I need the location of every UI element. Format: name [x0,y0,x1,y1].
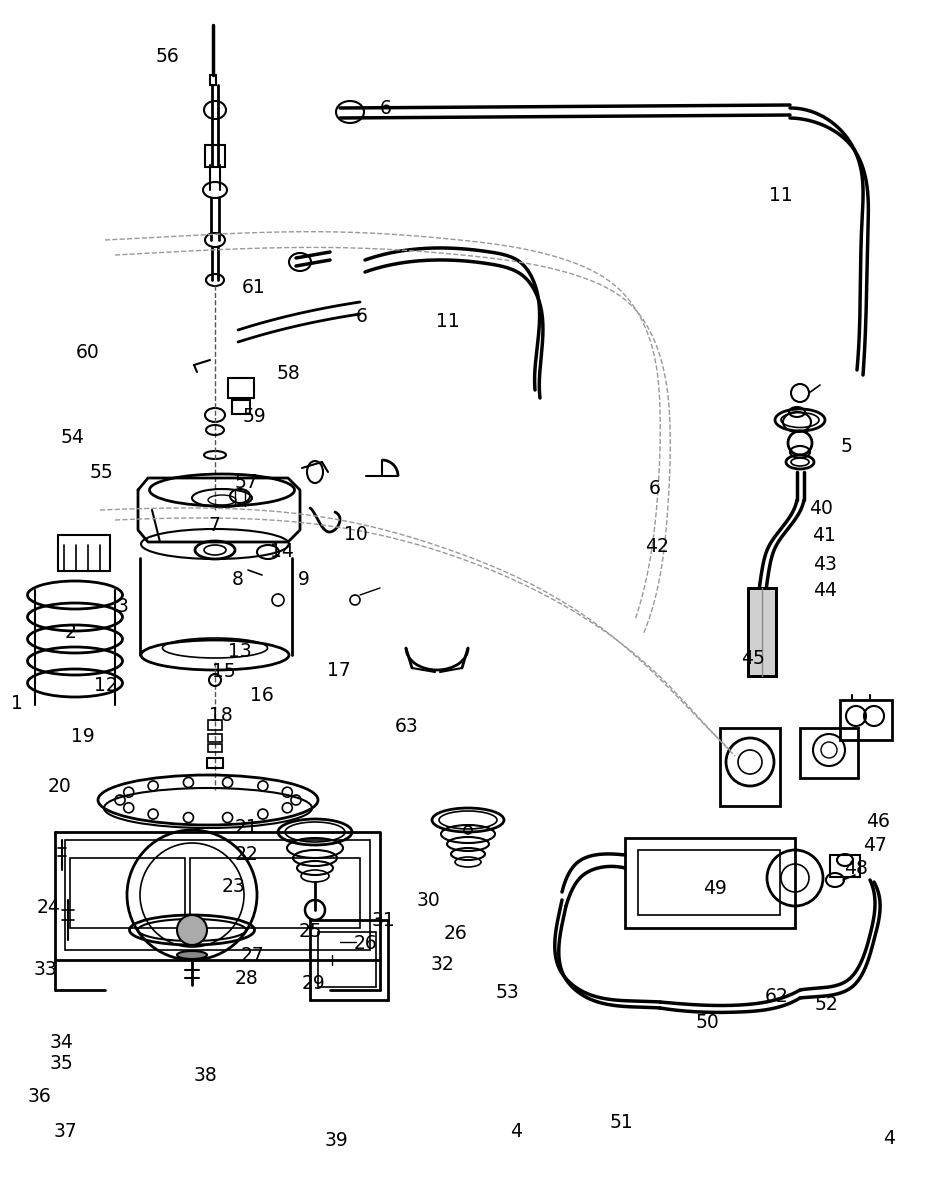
Text: 49: 49 [703,879,727,898]
Text: 45: 45 [741,649,765,668]
Text: 32: 32 [430,955,455,974]
Bar [310,920,388,1000]
Text: 19: 19 [71,727,95,746]
Bar [720,728,780,806]
Text: 37: 37 [54,1122,78,1141]
Bar [70,858,185,928]
Text: 11: 11 [436,312,460,331]
Text: 58: 58 [276,364,300,383]
Text: 46: 46 [866,812,890,831]
Bar [830,855,860,877]
Bar [207,758,223,768]
Circle shape [177,915,207,944]
Text: 25: 25 [298,922,323,941]
Text: 18: 18 [209,706,233,725]
Bar [58,535,110,571]
Text: 17: 17 [327,661,351,680]
Text: 1: 1 [11,694,23,713]
Bar [208,734,222,742]
Text: 6: 6 [380,99,391,118]
Text: 24: 24 [37,898,61,917]
Bar [190,858,360,928]
Text: 27: 27 [240,946,264,965]
Bar [228,378,254,398]
Text: 13: 13 [228,642,252,661]
Text: 43: 43 [813,556,837,574]
Text: 42: 42 [645,537,669,556]
Text: 57: 57 [234,473,259,492]
Text: 39: 39 [325,1131,349,1150]
Bar [205,145,225,167]
Text: 16: 16 [249,686,274,704]
Text: 4: 4 [884,1129,895,1148]
Bar [748,587,776,676]
Text: 8: 8 [232,570,244,589]
Text: 35: 35 [49,1054,73,1073]
Text: 23: 23 [221,877,246,896]
Text: 11: 11 [769,186,793,204]
Bar [65,840,370,950]
Text: 55: 55 [89,463,114,482]
Text: 2: 2 [65,623,76,642]
Text: 34: 34 [49,1033,73,1052]
Bar [638,850,780,915]
Text: 41: 41 [812,526,837,545]
Text: 10: 10 [343,525,368,544]
Bar [208,743,222,752]
Text: 4: 4 [510,1122,521,1141]
Text: 5: 5 [841,437,853,456]
Bar [748,587,776,676]
Text: 59: 59 [242,407,266,426]
Text: 31: 31 [371,911,395,930]
Text: 54: 54 [60,428,85,447]
Text: 47: 47 [863,836,887,855]
Text: 7: 7 [209,517,220,535]
Bar [625,838,795,928]
Text: 56: 56 [155,47,180,66]
Text: 6: 6 [649,479,661,498]
Text: 21: 21 [234,818,259,837]
Text: 61: 61 [242,278,266,297]
Text: 9: 9 [298,570,310,589]
Text: 53: 53 [495,983,519,1002]
Text: 48: 48 [844,859,869,878]
Text: 38: 38 [193,1066,217,1085]
Text: 44: 44 [813,582,837,600]
Text: 20: 20 [47,777,72,795]
Text: 62: 62 [764,987,789,1006]
Text: 33: 33 [33,960,57,979]
Text: 29: 29 [301,974,326,993]
Bar [318,931,376,987]
Text: 6: 6 [356,307,367,326]
Text: 52: 52 [814,995,838,1014]
Text: 14: 14 [270,543,295,561]
Text: 63: 63 [394,717,419,736]
Text: 15: 15 [212,662,236,681]
Text: 26: 26 [353,934,377,953]
Text: 50: 50 [695,1013,720,1032]
Text: 12: 12 [93,676,118,695]
Text: 28: 28 [234,969,259,988]
Ellipse shape [177,952,207,959]
Text: 30: 30 [416,891,440,910]
Bar [208,720,222,730]
Text: 22: 22 [234,845,259,864]
Bar [800,728,858,778]
Text: 26: 26 [443,924,468,943]
Text: 40: 40 [808,499,833,518]
Text: 51: 51 [609,1113,633,1132]
Bar [840,700,892,740]
Bar [232,400,250,414]
Text: 36: 36 [27,1087,52,1106]
Text: 3: 3 [117,597,128,616]
Text: 60: 60 [75,343,100,362]
